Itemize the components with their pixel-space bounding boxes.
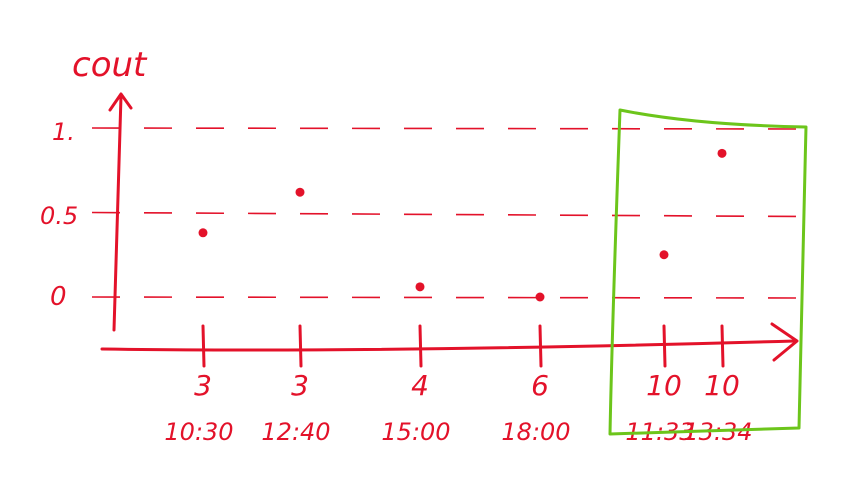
x-tick-label-time: 18:00: [501, 418, 570, 446]
x-tick-label-day: 4: [411, 369, 429, 402]
grid-line: [91, 296, 801, 299]
data-point: [198, 228, 208, 238]
x-tick-label-time: 15:00: [381, 418, 450, 446]
y-axis-arrowhead: [108, 92, 133, 112]
x-tick-mark: [538, 324, 543, 368]
x-tick-label-day: 3: [194, 369, 212, 402]
x-axis-arrowhead: [770, 322, 799, 362]
grid-line: [91, 127, 801, 130]
x-axis: [100, 339, 797, 352]
y-tick-label: 0: [50, 282, 67, 312]
y-axis-title: cout: [72, 45, 148, 85]
data-point: [717, 148, 727, 158]
x-tick-mark: [662, 324, 667, 368]
x-tick-mark: [298, 324, 303, 368]
y-axis: [112, 94, 123, 332]
data-point: [415, 282, 425, 292]
data-point: [659, 250, 669, 260]
x-tick-label-day: 6: [531, 369, 549, 402]
x-tick-label-day: 10: [646, 369, 682, 402]
x-tick-label-time: 12:40: [261, 418, 330, 446]
grid-lines: [91, 127, 801, 299]
x-tick-label-time: 10:30: [164, 418, 233, 446]
y-tick-label: 1.: [52, 118, 75, 146]
data-point: [535, 292, 545, 302]
x-tick-label-day: 10: [704, 369, 740, 402]
x-tick-mark: [418, 324, 423, 368]
data-point: [295, 187, 305, 197]
x-tick-label-day: 3: [291, 369, 309, 402]
y-tick-label: 0.5: [40, 202, 78, 230]
data-points: [198, 148, 727, 302]
x-tick-mark: [720, 324, 725, 368]
highlight-box: [608, 108, 808, 436]
x-tick-mark: [201, 324, 206, 368]
grid-line: [91, 211, 801, 218]
